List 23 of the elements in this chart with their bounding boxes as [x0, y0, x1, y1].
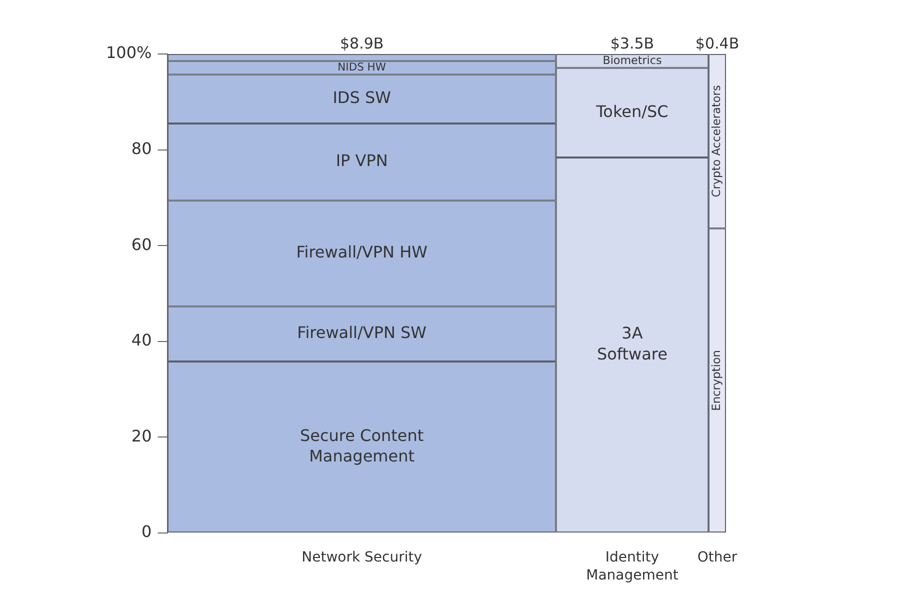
series-label: Token/SC	[595, 102, 668, 121]
series-label: Firewall/VPN HW	[296, 242, 428, 262]
y-tick-label: 80	[131, 138, 152, 158]
y-tick-label: 100%	[106, 43, 152, 62]
x-tick-label: Identity Management	[586, 550, 679, 584]
series-label: IDS SW	[332, 88, 392, 108]
series-label: Firewall/VPN SW	[297, 323, 427, 342]
series-label: 3A Software	[596, 324, 668, 364]
y-tick-label: 40	[131, 330, 152, 350]
y-tick-label: 0	[142, 522, 152, 542]
series-label: IP VPN	[336, 151, 388, 170]
series-label: Crypto Accelerators	[709, 85, 724, 198]
series-label: Secure Content Management	[300, 426, 424, 466]
annotation: $3.5B	[610, 34, 654, 52]
x-tick-label: Network Security	[302, 550, 422, 566]
annotation: $0.4B	[695, 34, 740, 52]
series-label: NIDS HW	[338, 60, 386, 74]
y-tick-label: 20	[131, 426, 152, 446]
annotation: $8.9B	[340, 34, 384, 52]
y-tick-label: 60	[131, 234, 152, 254]
series-label: Biometrics	[602, 54, 662, 67]
x-tick-label: Other	[697, 550, 738, 566]
series-label: Encryption	[709, 350, 724, 411]
